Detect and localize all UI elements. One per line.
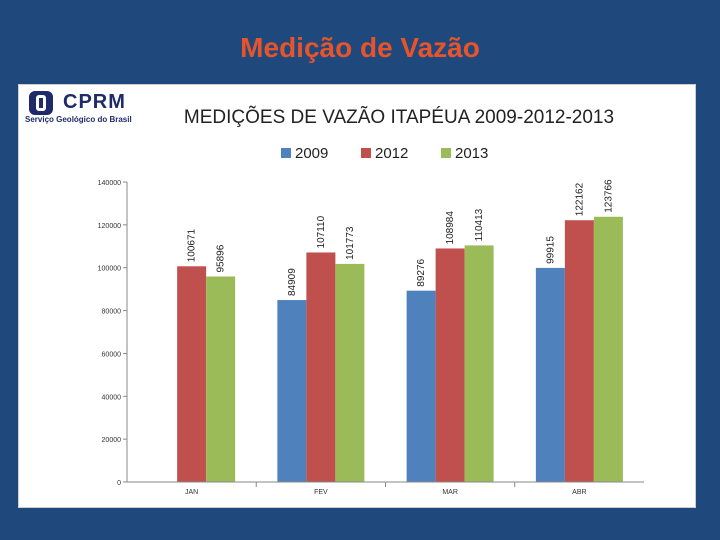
bar-2013-MAR xyxy=(464,245,494,482)
x-tick-label: ABR xyxy=(572,489,586,496)
y-tick-label: 140000 xyxy=(98,180,121,187)
legend: 2009 2012 2013 xyxy=(281,145,488,162)
bar-2013-FEV xyxy=(335,263,365,482)
bar-2012-JAN xyxy=(177,266,207,482)
legend-label: 2009 xyxy=(295,145,328,162)
data-label: 108984 xyxy=(445,211,456,245)
y-tick-label: 100000 xyxy=(98,266,121,273)
data-label: 84909 xyxy=(287,268,298,296)
legend-swatch-2009 xyxy=(281,148,291,158)
bar-2009-MAR xyxy=(406,290,436,482)
data-label: 89276 xyxy=(416,258,427,286)
y-tick-label: 20000 xyxy=(102,437,122,444)
y-axis: 0 20000 40000 60000 80000 100000 120000 140000 xyxy=(98,180,128,487)
logo-subtitle: Serviço Geológico do Brasil xyxy=(25,115,132,124)
y-tick-label: 0 xyxy=(117,480,121,487)
cprm-emblem-icon xyxy=(29,91,53,115)
data-label: 123766 xyxy=(603,179,614,213)
legend-swatch-2012 xyxy=(361,148,371,158)
slide-title: Medição de Vazão xyxy=(240,32,480,63)
legend-label: 2012 xyxy=(375,145,408,162)
y-tick-label: 60000 xyxy=(102,351,122,358)
bar-2012-ABR xyxy=(564,220,594,482)
data-label: 122162 xyxy=(574,182,585,216)
data-label: 95896 xyxy=(216,244,227,272)
cprm-logo: CPRM Serviço Geológico do Brasil xyxy=(23,89,153,124)
x-tick-label: MAR xyxy=(442,489,458,496)
data-label: 101773 xyxy=(345,226,356,260)
logo-name: CPRM xyxy=(63,91,126,113)
data-label: 110413 xyxy=(474,208,485,241)
x-tick-label: JAN xyxy=(185,489,198,496)
y-tick-label: 40000 xyxy=(102,394,122,401)
chart-frame: CPRM Serviço Geológico do Brasil MEDIÇÕE… xyxy=(18,84,696,508)
bar-2012-FEV xyxy=(306,252,336,482)
bars: 100671 95896 84909 107110 101773 89276 108984 1… xyxy=(177,179,623,482)
data-label: 107110 xyxy=(316,215,327,248)
bar-2013-JAN xyxy=(206,276,236,482)
bar-2012-MAR xyxy=(435,248,465,482)
legend-swatch-2013 xyxy=(441,148,451,158)
data-label: 99915 xyxy=(545,236,556,264)
y-tick-label: 80000 xyxy=(102,309,122,316)
bar-chart: MEDIÇÕES DE VAZÃO ITAPÉUA 2009-2012-2013… xyxy=(98,106,644,496)
data-label: 100671 xyxy=(187,228,198,262)
bar-2013-ABR xyxy=(593,216,623,482)
bar-2009-ABR xyxy=(535,267,565,482)
x-tick-label: FEV xyxy=(314,489,328,496)
x-axis: JAN FEV MAR ABR xyxy=(127,481,644,496)
legend-label: 2013 xyxy=(455,145,488,162)
y-tick-label: 120000 xyxy=(98,223,121,230)
bar-2009-FEV xyxy=(277,300,307,482)
chart-title: MEDIÇÕES DE VAZÃO ITAPÉUA 2009-2012-2013 xyxy=(184,106,614,128)
